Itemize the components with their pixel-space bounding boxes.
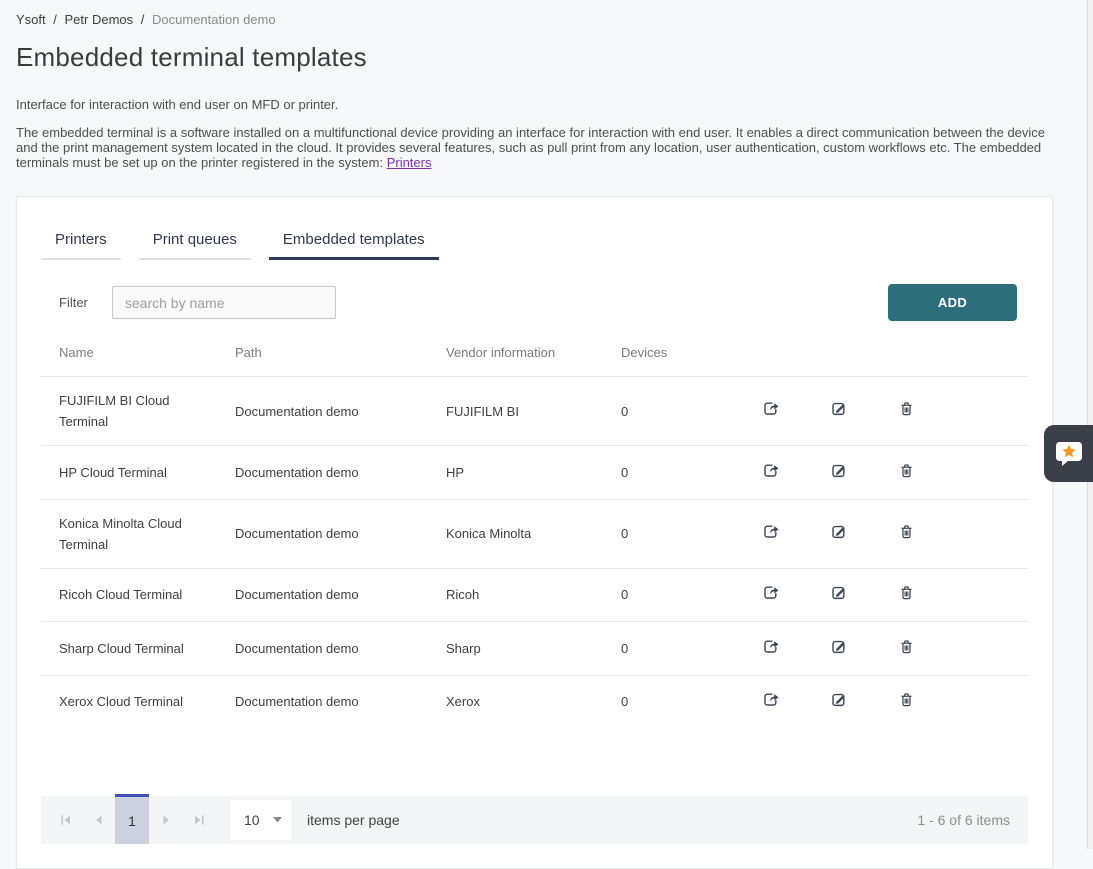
chevron-down-icon	[273, 817, 282, 823]
page-range-label: 1 - 6 of 6 items	[917, 812, 1010, 828]
filter-row: Filter ADD	[41, 284, 1028, 321]
export-icon[interactable]	[759, 459, 781, 481]
vertical-scrollbar[interactable]	[1087, 0, 1093, 849]
table-row: HP Cloud Terminal Documentation demo HP …	[41, 445, 1028, 499]
export-icon[interactable]	[759, 582, 781, 604]
cell-devices: 0	[621, 403, 629, 419]
cell-path: Documentation demo	[235, 403, 359, 419]
delete-icon[interactable]	[895, 635, 917, 657]
tab-strip: Printers Print queues Embedded templates	[41, 225, 1028, 260]
description-body: The embedded terminal is a software inst…	[16, 125, 1046, 170]
table-row: Sharp Cloud Terminal Documentation demo …	[41, 621, 1028, 675]
printers-link[interactable]: Printers	[386, 155, 432, 170]
export-icon[interactable]	[759, 398, 781, 420]
cell-name: Xerox Cloud Terminal	[41, 674, 235, 728]
breadcrumb-item-petr-demos[interactable]: Petr Demos	[64, 12, 134, 27]
chat-bubble-star-icon	[1055, 442, 1082, 466]
cell-vendor: FUJIFILM BI	[446, 403, 519, 419]
breadcrumb: Ysoft / Petr Demos / Documentation demo	[16, 11, 1051, 28]
cell-path: Documentation demo	[235, 445, 446, 499]
edit-icon[interactable]	[827, 635, 849, 657]
delete-icon[interactable]	[895, 689, 917, 711]
table-row: Ricoh Cloud Terminal Documentation demo …	[41, 567, 1028, 622]
delete-icon[interactable]	[895, 520, 917, 542]
cell-name: FUJIFILM BI Cloud Terminal	[59, 393, 170, 429]
table-row: Konica Minolta Cloud Terminal Documentat…	[41, 498, 1028, 568]
items-per-page-label: items per page	[307, 812, 400, 828]
cell-vendor: HP	[446, 445, 621, 499]
delete-icon[interactable]	[895, 459, 917, 481]
column-header-devices: Devices	[621, 331, 736, 377]
page-size-select[interactable]: 10	[229, 799, 293, 841]
column-header-vendor: Vendor information	[446, 331, 621, 377]
add-button[interactable]: ADD	[888, 284, 1017, 321]
delete-icon[interactable]	[895, 398, 917, 420]
first-page-button[interactable]	[49, 796, 82, 844]
cell-devices: 0	[621, 674, 736, 728]
pagination-bar: 1 10 items per page 1 - 6 of 6 items	[41, 794, 1028, 844]
cell-vendor: Ricoh	[446, 567, 621, 622]
cell-name: Ricoh Cloud Terminal	[41, 567, 235, 622]
feedback-chat-button[interactable]	[1044, 425, 1093, 482]
edit-icon[interactable]	[827, 459, 849, 481]
page-size-value: 10	[244, 812, 260, 828]
table-row: FUJIFILM BI Cloud Terminal Documentation…	[41, 377, 1028, 446]
column-header-name: Name	[41, 331, 235, 377]
edit-icon[interactable]	[827, 689, 849, 711]
breadcrumb-item-current: Documentation demo	[152, 12, 276, 27]
export-icon[interactable]	[759, 520, 781, 542]
cell-path: Documentation demo	[235, 498, 446, 568]
edit-icon[interactable]	[827, 398, 849, 420]
page-title: Embedded terminal templates	[16, 42, 367, 72]
edit-icon[interactable]	[827, 520, 849, 542]
edit-icon[interactable]	[827, 582, 849, 604]
cell-vendor: Sharp	[446, 621, 621, 675]
cell-vendor: Konica Minolta	[446, 498, 621, 568]
previous-page-button[interactable]	[82, 796, 115, 844]
cell-vendor: Xerox	[446, 674, 621, 728]
column-header-path: Path	[235, 331, 446, 377]
table-row: Xerox Cloud Terminal Documentation demo …	[41, 674, 1028, 728]
table-header-row: Name Path Vendor information Devices	[41, 331, 1028, 377]
next-page-button[interactable]	[149, 796, 182, 844]
tab-embedded-templates[interactable]: Embedded templates	[268, 225, 439, 260]
description-text: The embedded terminal is a software inst…	[16, 125, 1051, 170]
cell-devices: 0	[621, 567, 736, 622]
search-input[interactable]	[111, 286, 336, 319]
last-page-button[interactable]	[182, 796, 215, 844]
cell-path: Documentation demo	[235, 567, 446, 622]
breadcrumb-separator: /	[53, 12, 57, 27]
content-card: Printers Print queues Embedded templates…	[16, 196, 1053, 869]
tab-printers[interactable]: Printers	[41, 225, 121, 260]
cell-name: Sharp Cloud Terminal	[41, 621, 235, 675]
export-icon[interactable]	[759, 689, 781, 711]
cell-name: Konica Minolta Cloud Terminal	[41, 498, 235, 568]
export-icon[interactable]	[759, 635, 781, 657]
cell-path: Documentation demo	[235, 621, 446, 675]
filter-label: Filter	[59, 295, 88, 310]
breadcrumb-separator: /	[140, 12, 145, 27]
intro-text: Interface for interaction with end user …	[16, 97, 339, 112]
cell-name: HP Cloud Terminal	[41, 445, 235, 499]
cell-devices: 0	[621, 621, 736, 675]
cell-devices: 0	[621, 445, 736, 499]
page-number-button[interactable]: 1	[115, 794, 149, 844]
tab-print-queues[interactable]: Print queues	[138, 225, 251, 260]
cell-devices: 0	[621, 498, 736, 568]
templates-table: Name Path Vendor information Devices FUJ…	[41, 331, 1028, 728]
delete-icon[interactable]	[895, 582, 917, 604]
breadcrumb-item-ysoft[interactable]: Ysoft	[16, 12, 46, 27]
cell-path: Documentation demo	[235, 674, 446, 728]
